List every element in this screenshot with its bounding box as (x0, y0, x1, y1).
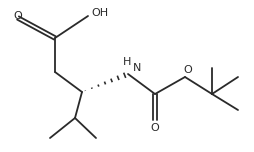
Text: O: O (151, 123, 159, 133)
Text: OH: OH (91, 8, 108, 18)
Text: N: N (133, 63, 141, 73)
Text: H: H (123, 57, 131, 67)
Text: O: O (14, 11, 22, 21)
Text: O: O (184, 65, 192, 75)
